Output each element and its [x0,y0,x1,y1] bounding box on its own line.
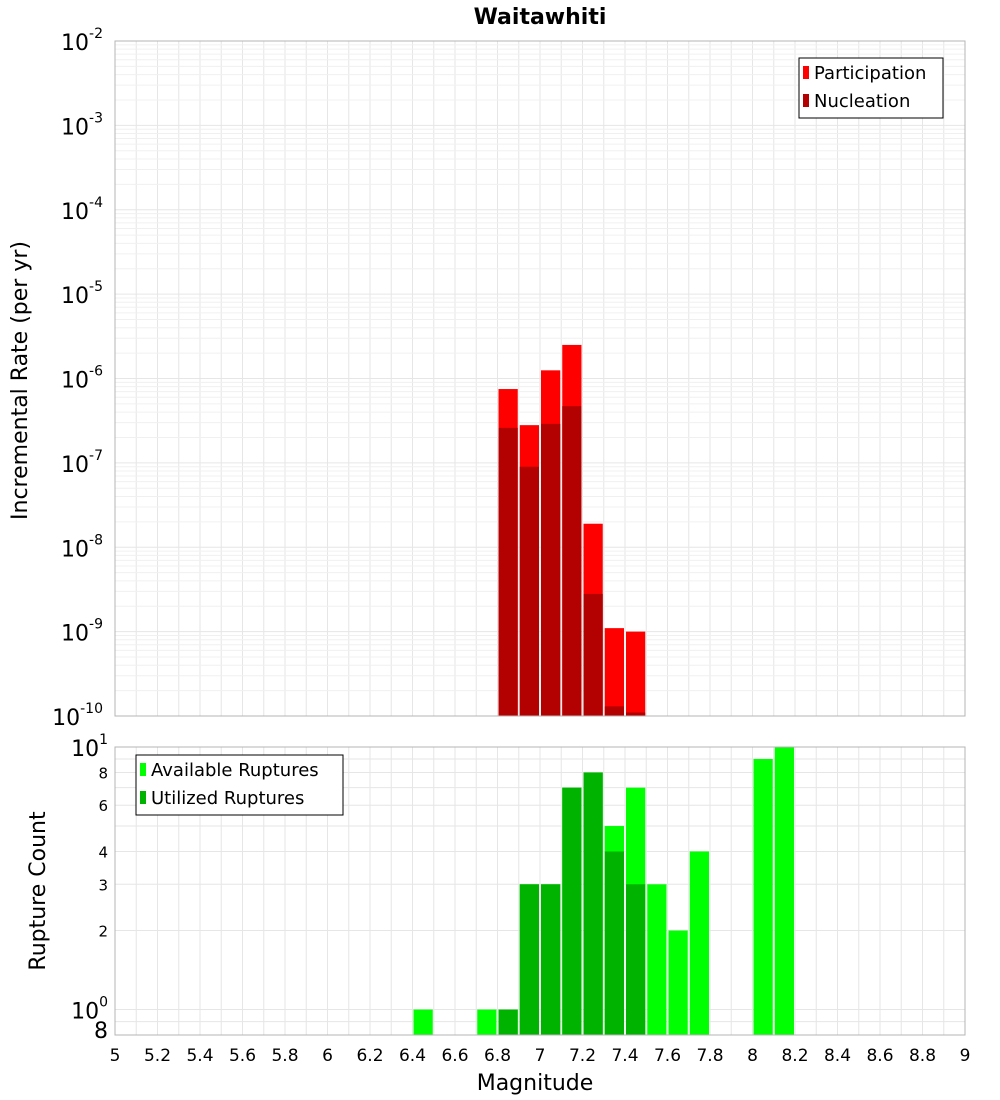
nucleation-bar [604,706,624,716]
legend-box [135,754,344,816]
legend-swatch [803,66,809,79]
rupture-count-y-axis-label: Rupture Count [26,811,51,971]
y-tick-label: 10-7 [61,448,103,478]
x-tick-label: 8.4 [824,1046,851,1066]
y-tick-label: 2 [98,923,108,941]
x-tick-label: 6.2 [356,1046,383,1066]
x-tick-label: 5.2 [144,1046,171,1066]
legend-label: Available Ruptures [151,760,319,781]
utilized-ruptures-bar [604,851,624,1035]
y-tick-label: 10-8 [61,532,103,562]
available-ruptures-bar [668,930,688,1035]
incremental-rate-legend: Participation Nucleation [798,57,944,119]
x-tick-label: 8.8 [909,1046,936,1066]
legend-swatch [140,791,146,804]
incremental-rate-y-axis-label: Incremental Rate (per yr) [8,241,33,520]
x-tick-label: 7 [535,1046,546,1066]
nucleation-bar [541,423,561,716]
x-tick-label: 8.2 [781,1046,808,1066]
x-tick-label: 5.8 [271,1046,298,1066]
y-tick-label: 10-9 [61,617,103,647]
y-tick-label: 10-4 [61,195,103,225]
rupture-count-grid [114,746,966,1036]
utilized-ruptures-bar [498,1009,518,1035]
legend-label: Participation [814,63,926,84]
nucleation-bar [562,406,582,716]
nucleation-bar [626,712,646,716]
y-tick-label: 10-3 [61,110,103,140]
available-ruptures-bar [689,851,709,1035]
legend-label: Nucleation [814,91,910,112]
incremental-rate-panel: 10-2 10-3 10-4 10-5 10-6 10-7 10-8 10-9 10-10 In… [8,26,966,731]
available-ruptures-bar [753,759,773,1035]
utilized-ruptures-bar [541,884,561,1035]
x-axis-label: Magnitude [477,1071,594,1096]
chart-title: Waitawhiti [474,5,607,30]
incremental-rate-bars [498,344,646,716]
x-tick-label: 8.6 [866,1046,893,1066]
utilized-ruptures-bar [626,884,646,1035]
utilized-ruptures-bar [562,787,582,1035]
nucleation-bar [498,427,518,716]
nucleation-bar [519,466,539,716]
incremental-rate-grid [114,41,966,717]
x-tick-label: 6.6 [441,1046,468,1066]
available-ruptures-bar [413,1009,433,1035]
y-tick-label: 10-2 [61,26,103,56]
utilized-ruptures-bar [519,884,539,1035]
y-tick-label: 10-10 [52,701,103,731]
x-tick-label: 8 [747,1046,758,1066]
y-tick-label: 100 [71,995,108,1025]
x-tick-label: 6.4 [399,1046,426,1066]
incremental-rate-y-ticks: 10-2 10-3 10-4 10-5 10-6 10-7 10-8 10-9 10-10 [52,26,103,731]
rupture-count-plot-frame [114,746,966,1036]
x-tick-label: 7.4 [611,1046,638,1066]
x-tick-label: 5.6 [229,1046,256,1066]
available-ruptures-bar [647,884,667,1035]
x-tick-label: 5.4 [186,1046,213,1066]
participation-bar [626,631,646,716]
available-ruptures-bar [774,747,794,1035]
rupture-count-legend: Available Ruptures Utilized Ruptures [135,754,344,816]
y-tick-label: 101 [71,732,108,762]
x-tick-label: 7.2 [569,1046,596,1066]
x-tick-label: 6.8 [484,1046,511,1066]
y-tick-label: 8 [94,1019,108,1044]
legend-label: Utilized Ruptures [151,788,304,809]
y-tick-label: 4 [98,843,108,861]
y-tick-label: 10-5 [61,279,103,309]
utilized-ruptures-bar [583,772,603,1035]
y-tick-label: 10-6 [61,364,103,394]
x-tick-label: 7.8 [696,1046,723,1066]
x-tick-label: 5 [110,1046,121,1066]
nucleation-bar [583,593,603,716]
x-tick-label: 9 [960,1046,971,1066]
available-ruptures-bar [477,1009,497,1035]
incremental-rate-plot-frame [114,40,966,717]
participation-bar [604,628,624,716]
x-tick-label: 7.6 [654,1046,681,1066]
y-tick-label: 8 [98,764,108,782]
y-tick-label: 6 [98,797,108,815]
legend-box [798,57,944,119]
rupture-count-bars [413,747,794,1035]
legend-swatch [803,94,809,107]
legend-swatch [140,763,146,776]
x-tick-label: 6 [322,1046,333,1066]
y-tick-label: 3 [98,876,108,894]
magnitude-x-ticks: 5 5.2 5.4 5.6 5.8 6 6.2 6.4 6.6 6.8 7 7.2 7.4 7.6 7.8 8… [110,1046,971,1066]
